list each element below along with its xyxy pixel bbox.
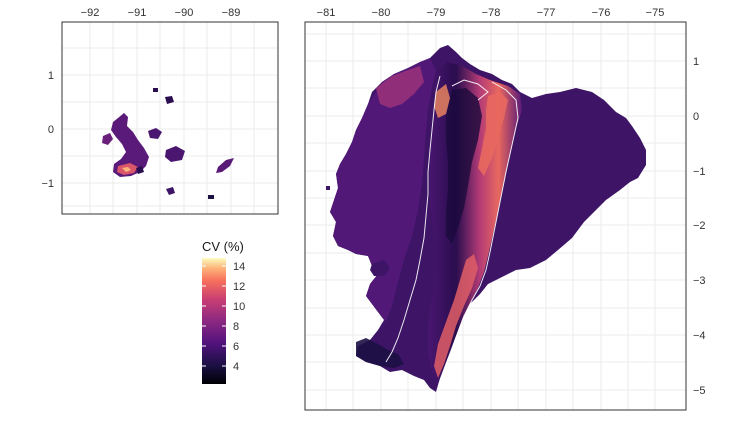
island-san-cristobal: [216, 158, 234, 173]
main-y-tick-label: −3: [693, 275, 706, 287]
gal-y-tick-label: 1: [48, 70, 54, 82]
main-x-tick-label: −81: [317, 7, 336, 19]
island-floreana: [166, 187, 175, 195]
main-y-tick-label: −1: [693, 166, 706, 178]
legend-label: 12: [233, 281, 245, 293]
mainland-frame: [304, 21, 687, 411]
island-fernandina: [102, 133, 113, 145]
andes-south-hotspot: [434, 254, 478, 378]
mainland-panel: −81 −80 −79 −78 −77 −76 −75 1 0 −1 −2 −3…: [304, 7, 706, 411]
main-x-tick-label: −76: [592, 7, 611, 19]
island-santiago: [148, 128, 162, 139]
coastal-region: [330, 58, 436, 322]
main-y-tick-label: 1: [693, 56, 699, 68]
gal-x-tick-label: −89: [222, 7, 241, 19]
highland-boundary-inner: [451, 79, 489, 101]
main-x-tick-label: −79: [427, 7, 446, 19]
southern-coast-dark: [356, 338, 404, 368]
main-x-tick-label: −75: [646, 7, 665, 19]
legend-label: 14: [233, 261, 245, 273]
mainland-y-axis: 1 0 −1 −2 −3 −4 −5: [693, 56, 706, 397]
island-marchena: [165, 96, 174, 104]
main-y-tick-label: −4: [693, 330, 706, 342]
andes-east-hotspot: [478, 92, 508, 176]
galapagos-x-axis: −92 −91 −90 −89: [81, 7, 241, 19]
andes-dark-core: [446, 88, 482, 244]
gal-x-tick-label: −92: [81, 7, 100, 19]
gulf-island: [370, 260, 390, 276]
galapagos-frame: [61, 21, 279, 215]
main-x-tick-label: −77: [537, 7, 556, 19]
legend-label: 8: [233, 321, 239, 333]
galapagos-y-axis: 1 0 −1: [41, 70, 54, 190]
highland-boundary-east: [439, 81, 519, 381]
coast-small-island: [326, 186, 330, 190]
legend-label: 4: [233, 361, 239, 373]
island-small-south: [136, 166, 144, 174]
ecuador-mainland: [326, 45, 646, 392]
color-legend: CV (%) 14 12 10 8 6 4: [202, 239, 245, 384]
legend-title: CV (%): [202, 239, 244, 254]
island-pinta: [153, 88, 158, 92]
legend-colorbar: [202, 258, 226, 384]
legend-labels: 14 12 10 8 6 4: [233, 261, 245, 373]
northwest-coast-highlight: [376, 66, 424, 108]
galapagos-islands: [102, 88, 234, 199]
mainland-x-axis: −81 −80 −79 −78 −77 −76 −75: [317, 7, 665, 19]
island-isabela: [111, 113, 149, 177]
island-espanola: [208, 195, 214, 199]
gal-y-tick-label: 0: [48, 124, 54, 136]
highland-boundary-west: [385, 75, 441, 363]
main-x-tick-label: −80: [372, 7, 391, 19]
main-y-tick-label: −5: [693, 385, 706, 397]
gal-x-tick-label: −91: [128, 7, 147, 19]
main-y-tick-label: −2: [693, 220, 706, 232]
highland-boundary-lines: [385, 75, 519, 381]
legend-label: 6: [233, 341, 239, 353]
gal-y-tick-label: −1: [41, 178, 54, 190]
main-x-tick-label: −78: [482, 7, 501, 19]
galapagos-panel: −92 −91 −90 −89 1 0 −1: [41, 7, 279, 215]
legend-label: 10: [233, 301, 245, 313]
island-santa-cruz: [165, 146, 185, 162]
gal-x-tick-label: −90: [175, 7, 194, 19]
galapagos-panel-background: [62, 22, 278, 214]
island-isabela-core: [122, 167, 131, 172]
legend-ticks: [202, 265, 226, 367]
main-y-tick-label: 0: [693, 111, 699, 123]
andes-north-hotspot: [434, 84, 450, 118]
